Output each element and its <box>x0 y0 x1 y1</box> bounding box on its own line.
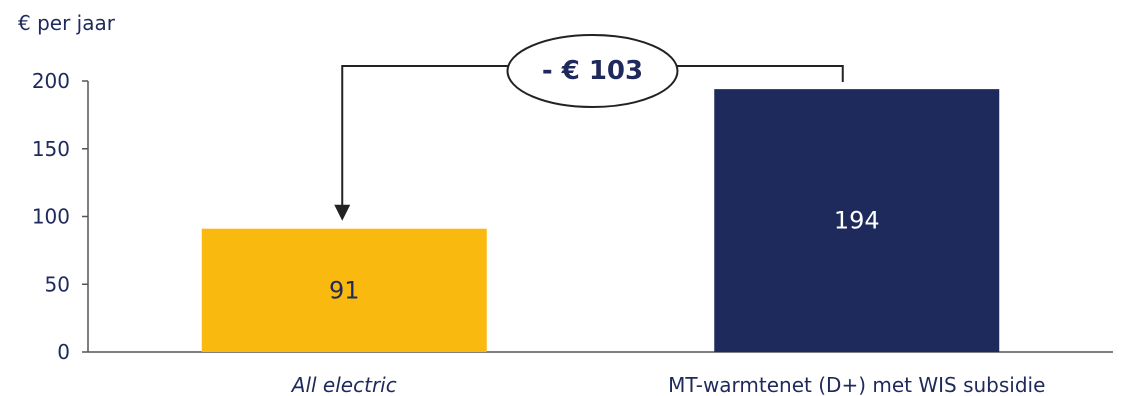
bar <box>714 89 1000 352</box>
arrow-head-icon <box>334 204 351 221</box>
bar-value-label: 194 <box>834 207 880 235</box>
difference-callout: - € 103 <box>334 34 844 221</box>
y-axis-ticks: 0 50 100 150 200 <box>32 69 88 364</box>
bar-value-label: 91 <box>329 276 360 304</box>
bar <box>201 228 487 352</box>
category-labels: All electric MT-warmtenet (D+) met WIS su… <box>290 373 1046 396</box>
y-tick-label: 50 <box>45 272 70 296</box>
y-tick-label: 0 <box>57 340 70 364</box>
y-axis-label: € per jaar <box>18 11 116 35</box>
category-label: MT-warmtenet (D+) met WIS subsidie <box>668 373 1045 396</box>
category-label: All electric <box>290 373 397 396</box>
y-tick-label: 100 <box>32 205 70 229</box>
bars: 91 194 <box>201 89 1000 352</box>
difference-bubble <box>506 34 679 108</box>
difference-value: - € 103 <box>542 56 643 86</box>
y-tick-label: 200 <box>32 69 70 93</box>
y-tick-label: 150 <box>32 137 70 161</box>
